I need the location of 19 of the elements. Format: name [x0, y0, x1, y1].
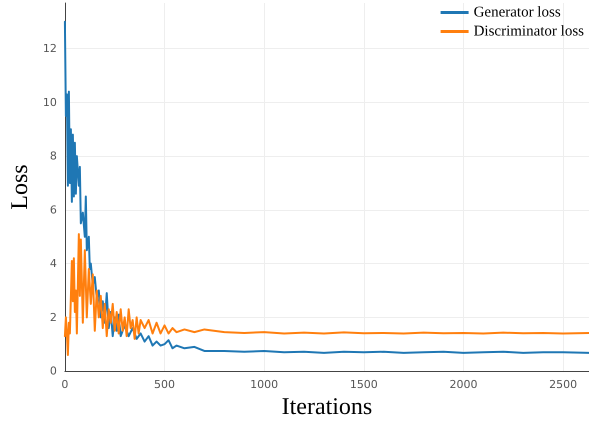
y-tick-label: 10 — [42, 96, 57, 109]
y-tick-label: 0 — [50, 364, 57, 378]
y-tick-label: 2 — [50, 310, 57, 324]
x-tick-label: 1000 — [250, 378, 278, 392]
x-tick-label: 1500 — [350, 378, 378, 392]
y-tick-label: 4 — [50, 257, 57, 270]
x-tick-label: 2000 — [449, 378, 478, 392]
line-series — [64, 233, 589, 356]
x-tick-label: 0 — [61, 378, 68, 392]
y-tick-label: 8 — [50, 150, 57, 163]
y-tick-label: 12 — [42, 42, 57, 56]
legend-label: Discriminator loss — [474, 24, 584, 40]
x-axis-title: Iterations — [282, 394, 372, 420]
x-tick-label: 500 — [154, 378, 176, 392]
legend-label: Generator loss — [474, 4, 561, 20]
x-tick-label: 2500 — [549, 378, 578, 392]
y-tick-label: 6 — [50, 203, 57, 216]
y-axis-title: Loss — [7, 164, 33, 210]
line-series — [64, 20, 589, 354]
